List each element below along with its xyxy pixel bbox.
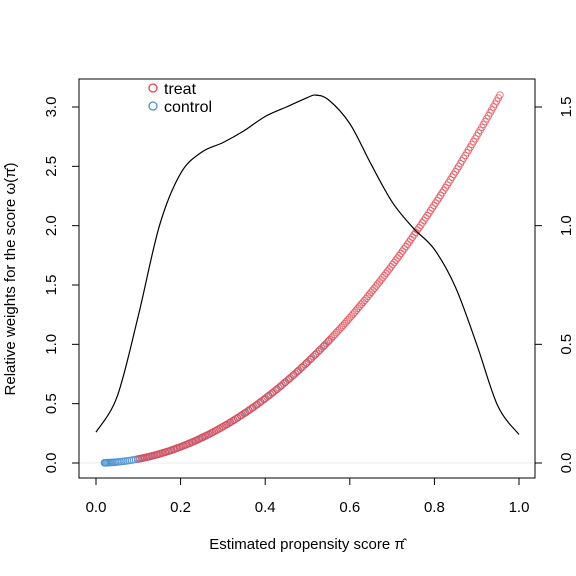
y-tick-label: 0.5 [43,393,60,414]
density-line [95,94,520,435]
data-point-treat [496,91,504,99]
y-tick-label: 0.0 [43,453,60,474]
x-tick-label: 0.2 [170,499,191,516]
y-tick-label: 3.0 [43,97,60,118]
data-point-control [320,341,328,350]
data-point-treat [385,265,394,273]
legend-marker-treat [148,83,158,93]
legend: treat control [148,81,212,116]
y2-tick-label: 0.5 [558,334,575,355]
x-tick-label: 0.4 [255,499,276,516]
data-point-treat [382,269,390,278]
x-tick-label: 0.8 [424,499,445,516]
legend-label-treat: treat [164,81,197,98]
x-axis-title: Estimated propensity score π̂ [209,536,407,553]
scatter-points [100,91,504,467]
y-tick-label: 2.0 [43,215,60,236]
y2-tick-label: 1.0 [558,215,575,236]
data-point-treat [390,258,399,267]
x-tick-label: 0.0 [86,499,107,516]
data-point-control [293,367,302,376]
data-point-treat [387,263,395,271]
legend-label-control: control [164,99,212,116]
x-tick-label: 0.6 [339,499,360,516]
y2-tick-label: 1.5 [558,97,575,118]
legend-marker-control [148,101,158,111]
y2-tick-label: 0.0 [558,453,575,474]
y-tick-label: 1.5 [43,275,60,296]
data-point-treat [380,271,389,280]
data-point-treat [375,278,384,286]
y-axis-title: Relative weights for the score ω(π̂) [2,163,19,396]
x-axis: 0.0 0.2 0.4 0.6 0.8 1.0 [86,477,530,516]
data-point-treat [383,267,392,275]
x-tick-label: 1.0 [509,499,530,516]
data-point-treat [377,275,385,284]
data-point-treat [393,254,402,262]
data-point-treat [392,256,400,264]
y-tick-label: 2.5 [43,156,60,177]
data-point-control [306,355,315,363]
y-axis: 0.0 0.5 1.0 1.5 2.0 2.5 3.0 [43,97,80,474]
data-point-treat [378,273,387,282]
y2-axis: 0.0 0.5 1.0 1.5 [534,97,575,474]
y-tick-label: 1.0 [43,334,60,355]
data-point-treat [388,260,397,269]
